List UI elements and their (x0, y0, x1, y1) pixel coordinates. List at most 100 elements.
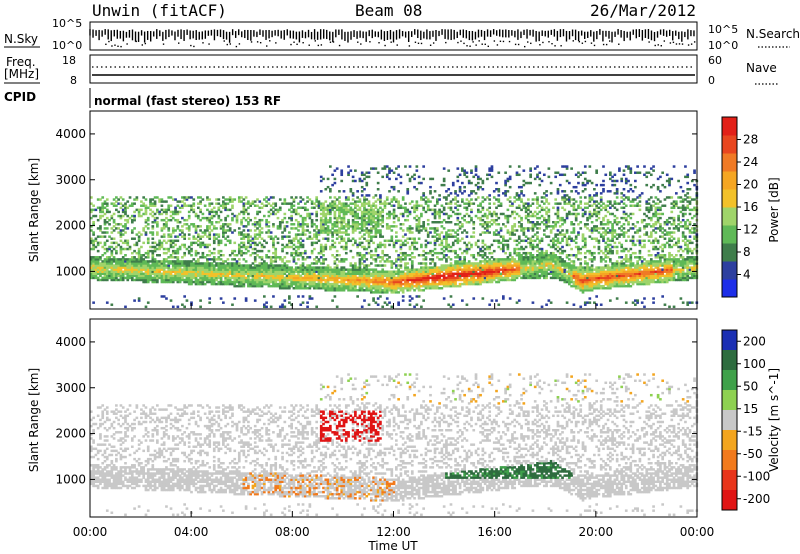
power-cell (499, 241, 503, 245)
power-cell (226, 208, 230, 212)
power-cell (431, 287, 435, 290)
power-cell (101, 266, 105, 269)
power-cell (290, 202, 293, 205)
power-cell (329, 208, 332, 212)
power-cell (181, 216, 184, 220)
power-cell (324, 206, 328, 210)
power-cell (297, 212, 300, 216)
power-cell (504, 239, 507, 243)
power-cell (324, 214, 328, 218)
power-cell (247, 212, 250, 216)
power-cell (383, 270, 387, 273)
power-cell (217, 256, 221, 259)
power-cell (167, 270, 171, 273)
power-cell (190, 196, 193, 199)
power-cell (413, 284, 416, 288)
power-cell (201, 212, 205, 216)
power-cell (251, 237, 255, 240)
power-cell (369, 239, 373, 243)
power-cell (317, 233, 321, 236)
power-cell (288, 297, 291, 300)
power-cell (219, 262, 223, 265)
power-cell (342, 258, 346, 261)
power-cell (383, 202, 387, 205)
power-cell (196, 216, 200, 220)
power-cell (274, 208, 278, 212)
power-cell (458, 225, 462, 228)
power-cell (420, 254, 423, 257)
power-cell (467, 264, 471, 267)
power-cell (401, 229, 405, 232)
power-cell (470, 171, 473, 174)
power-cell (222, 301, 225, 304)
power-cell (329, 196, 332, 199)
power-cell (110, 258, 114, 261)
power-cell (335, 287, 339, 290)
power-cell (442, 249, 446, 253)
power-cell (454, 196, 457, 199)
noise-search-mark (357, 41, 359, 43)
power-cell (247, 274, 250, 278)
power-cell (212, 241, 216, 245)
power-cell (306, 282, 309, 286)
power-cell (226, 282, 230, 286)
power-cell (244, 297, 248, 300)
power-cell (422, 208, 426, 212)
power-cell (133, 218, 136, 222)
power-cell (442, 266, 446, 269)
power-cell (365, 223, 369, 226)
power-cell (435, 287, 439, 290)
power-cell (470, 264, 473, 267)
power-cell (447, 202, 451, 205)
power-cell (440, 278, 444, 282)
power-cell (369, 289, 373, 292)
power-cell (190, 280, 193, 284)
power-cell (486, 229, 489, 232)
power-cell (310, 221, 314, 224)
power-cell (388, 216, 391, 220)
power-cell (301, 206, 305, 210)
power-cell (301, 231, 305, 234)
power-cell (176, 274, 180, 278)
power-cell (502, 268, 505, 271)
power-cell (126, 239, 130, 243)
power-cell (174, 272, 177, 276)
power-cell (356, 190, 359, 193)
power-cell (392, 188, 396, 191)
power-cell (401, 299, 405, 302)
power-cell (474, 165, 478, 168)
power-cell (294, 210, 298, 214)
power-cell (431, 276, 435, 280)
power-cell (90, 237, 93, 240)
power-cell (90, 247, 93, 251)
power-cell (413, 245, 416, 249)
power-cell (283, 262, 287, 265)
power-cell (408, 258, 412, 261)
power-cell (374, 210, 378, 214)
power-cell (374, 247, 378, 251)
power-cell (233, 266, 237, 269)
power-cell (354, 239, 357, 243)
power-cell (278, 274, 282, 278)
power-cell (299, 303, 303, 306)
power-cell (294, 233, 298, 236)
power-cell (426, 268, 430, 271)
power-cell (162, 274, 166, 278)
power-cell (369, 278, 373, 282)
power-cell (390, 284, 394, 288)
power-cell (274, 235, 278, 238)
power-cell (472, 254, 476, 257)
power-cell (124, 305, 127, 309)
power-cell (415, 208, 419, 212)
power-cell (504, 268, 507, 271)
power-cell (388, 169, 391, 172)
power-cell (365, 247, 369, 251)
power-cell (388, 282, 391, 286)
power-cell (385, 202, 389, 205)
power-cell (124, 258, 127, 261)
power-cell (276, 237, 280, 240)
power-cell (333, 169, 337, 172)
power-cell (429, 266, 432, 269)
power-cell (376, 221, 380, 224)
power-cell (358, 264, 362, 267)
